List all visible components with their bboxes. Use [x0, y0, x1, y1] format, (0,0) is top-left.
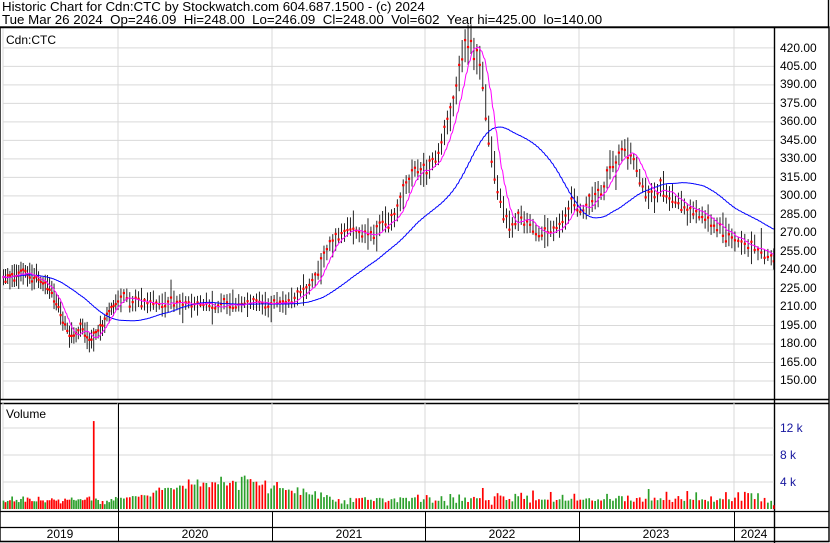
svg-text:255.00: 255.00 — [780, 244, 817, 258]
svg-text:225.00: 225.00 — [780, 281, 817, 295]
svg-text:2021: 2021 — [336, 527, 363, 541]
svg-text:405.00: 405.00 — [780, 59, 817, 73]
svg-text:315.00: 315.00 — [780, 170, 817, 184]
svg-text:180.00: 180.00 — [780, 336, 817, 350]
svg-text:390.00: 390.00 — [780, 77, 817, 91]
svg-text:Cdn:CTC: Cdn:CTC — [6, 33, 56, 47]
svg-text:150.00: 150.00 — [780, 373, 817, 387]
svg-text:345.00: 345.00 — [780, 133, 817, 147]
svg-text:375.00: 375.00 — [780, 96, 817, 110]
svg-text:270.00: 270.00 — [780, 225, 817, 239]
svg-text:12 k: 12 k — [780, 421, 804, 435]
svg-text:2022: 2022 — [489, 527, 516, 541]
svg-text:Volume: Volume — [6, 407, 46, 421]
svg-text:195.00: 195.00 — [780, 318, 817, 332]
svg-text:2019: 2019 — [47, 527, 74, 541]
svg-text:2024: 2024 — [741, 527, 768, 541]
svg-text:2023: 2023 — [643, 527, 670, 541]
svg-text:210.00: 210.00 — [780, 299, 817, 313]
svg-text:420.00: 420.00 — [780, 41, 817, 55]
svg-text:330.00: 330.00 — [780, 151, 817, 165]
svg-text:360.00: 360.00 — [780, 114, 817, 128]
svg-text:8 k: 8 k — [780, 448, 797, 462]
svg-text:2020: 2020 — [182, 527, 209, 541]
svg-text:300.00: 300.00 — [780, 188, 817, 202]
svg-text:285.00: 285.00 — [780, 207, 817, 221]
svg-text:240.00: 240.00 — [780, 262, 817, 276]
svg-text:165.00: 165.00 — [780, 355, 817, 369]
svg-text:4 k: 4 k — [780, 475, 797, 489]
